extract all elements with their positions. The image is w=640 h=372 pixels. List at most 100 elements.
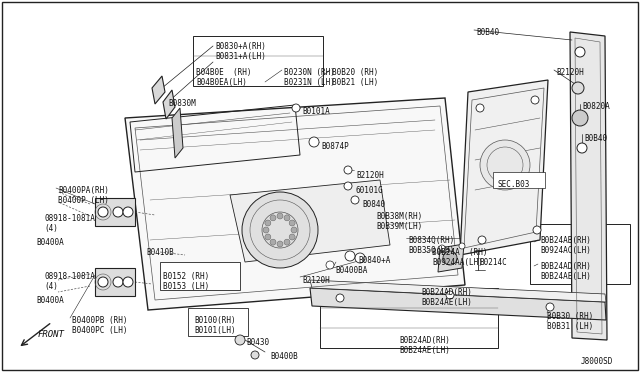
Text: B0400BA: B0400BA <box>335 266 367 275</box>
Circle shape <box>309 137 319 147</box>
Text: B0400P (LH): B0400P (LH) <box>58 196 109 205</box>
Polygon shape <box>310 288 606 320</box>
Text: B0B38M(RH): B0B38M(RH) <box>376 212 422 221</box>
Text: B0153 (LH): B0153 (LH) <box>163 282 209 291</box>
Text: B0400B: B0400B <box>270 352 298 361</box>
Text: B0400PC (LH): B0400PC (LH) <box>72 326 127 335</box>
Polygon shape <box>230 180 390 262</box>
Text: B0840: B0840 <box>362 200 385 209</box>
Circle shape <box>277 213 283 219</box>
Circle shape <box>344 166 352 174</box>
Bar <box>95 198 135 226</box>
Circle shape <box>446 291 454 299</box>
Circle shape <box>284 215 290 221</box>
Text: B0B24A  (RH): B0B24A (RH) <box>432 248 488 257</box>
Text: B0834Q(RH): B0834Q(RH) <box>408 236 454 245</box>
Polygon shape <box>438 244 464 272</box>
Text: B0100(RH): B0100(RH) <box>194 316 236 325</box>
Text: B0B24AD(RH): B0B24AD(RH) <box>540 262 591 271</box>
Text: B0B24AE(LH): B0B24AE(LH) <box>421 298 472 307</box>
Text: B0101A: B0101A <box>302 107 330 116</box>
Text: B0B24AD(RH): B0B24AD(RH) <box>399 336 450 345</box>
Text: B0924AC(LH): B0924AC(LH) <box>540 246 591 255</box>
Text: B0430: B0430 <box>246 338 269 347</box>
Circle shape <box>284 239 290 245</box>
Text: J8000SD: J8000SD <box>581 357 613 366</box>
Circle shape <box>289 220 295 226</box>
Circle shape <box>263 227 269 233</box>
Circle shape <box>277 241 283 247</box>
Bar <box>493 172 545 188</box>
Circle shape <box>355 253 365 263</box>
Circle shape <box>476 104 484 112</box>
Circle shape <box>251 351 259 359</box>
Text: SEC.B03: SEC.B03 <box>498 180 531 189</box>
Bar <box>193 36 323 86</box>
Bar <box>320 288 498 348</box>
Polygon shape <box>152 76 165 104</box>
Text: B2120H: B2120H <box>302 276 330 285</box>
Text: B0B21 (LH): B0B21 (LH) <box>332 78 378 87</box>
Circle shape <box>533 226 541 234</box>
Text: B0820A: B0820A <box>582 102 610 111</box>
Text: B0831+A(LH): B0831+A(LH) <box>215 52 266 61</box>
Circle shape <box>344 182 352 190</box>
Circle shape <box>326 261 334 269</box>
Polygon shape <box>125 98 465 310</box>
Text: B0B39M(LH): B0B39M(LH) <box>376 222 422 231</box>
Text: B0B40: B0B40 <box>584 134 607 143</box>
Circle shape <box>235 335 245 345</box>
Circle shape <box>98 207 108 217</box>
Circle shape <box>459 243 465 249</box>
Text: B0410B: B0410B <box>146 248 173 257</box>
Text: B04B0EA(LH): B04B0EA(LH) <box>196 78 247 87</box>
Circle shape <box>531 96 539 104</box>
Circle shape <box>351 196 359 204</box>
Text: B0230N (RH): B0230N (RH) <box>284 68 335 77</box>
Text: (4): (4) <box>44 282 58 291</box>
Text: B0830M: B0830M <box>168 99 196 108</box>
Text: 08918-1081A: 08918-1081A <box>44 272 95 281</box>
Text: B0231N (LH): B0231N (LH) <box>284 78 335 87</box>
Circle shape <box>478 236 486 244</box>
Text: B0152 (RH): B0152 (RH) <box>163 272 209 281</box>
Polygon shape <box>570 32 607 340</box>
Text: (4): (4) <box>44 224 58 233</box>
Circle shape <box>291 227 297 233</box>
Text: FRONT: FRONT <box>38 330 65 339</box>
Text: B0B24AE(LH): B0B24AE(LH) <box>399 346 450 355</box>
Bar <box>95 268 135 296</box>
Circle shape <box>113 207 123 217</box>
Circle shape <box>546 303 554 311</box>
Text: B0214C: B0214C <box>479 258 507 267</box>
Circle shape <box>289 234 295 240</box>
Text: B0840+A: B0840+A <box>358 256 390 265</box>
Circle shape <box>336 294 344 302</box>
Circle shape <box>270 215 276 221</box>
Circle shape <box>572 110 588 126</box>
Circle shape <box>575 47 585 57</box>
Text: B0B20 (RH): B0B20 (RH) <box>332 68 378 77</box>
Circle shape <box>439 245 445 251</box>
Circle shape <box>577 143 587 153</box>
Text: B2120H: B2120H <box>556 68 584 77</box>
Text: B0B31 (LH): B0B31 (LH) <box>547 322 593 331</box>
Text: B0B24AE(LH): B0B24AE(LH) <box>540 272 591 281</box>
Text: B0101(LH): B0101(LH) <box>194 326 236 335</box>
Polygon shape <box>163 90 175 119</box>
Bar <box>160 262 240 290</box>
Circle shape <box>480 140 530 190</box>
Text: 08918-1081A: 08918-1081A <box>44 214 95 223</box>
Circle shape <box>572 82 584 94</box>
Circle shape <box>345 251 355 261</box>
Circle shape <box>242 192 318 268</box>
Text: B0B30 (RH): B0B30 (RH) <box>547 312 593 321</box>
Text: B0400A: B0400A <box>36 238 64 247</box>
Circle shape <box>443 251 457 265</box>
Polygon shape <box>310 280 606 302</box>
Circle shape <box>113 277 123 287</box>
Polygon shape <box>460 80 548 255</box>
Text: B0400PB (RH): B0400PB (RH) <box>72 316 127 325</box>
Text: B0B24AD(RH): B0B24AD(RH) <box>421 288 472 297</box>
Text: B0B24AB(RH): B0B24AB(RH) <box>540 236 591 245</box>
